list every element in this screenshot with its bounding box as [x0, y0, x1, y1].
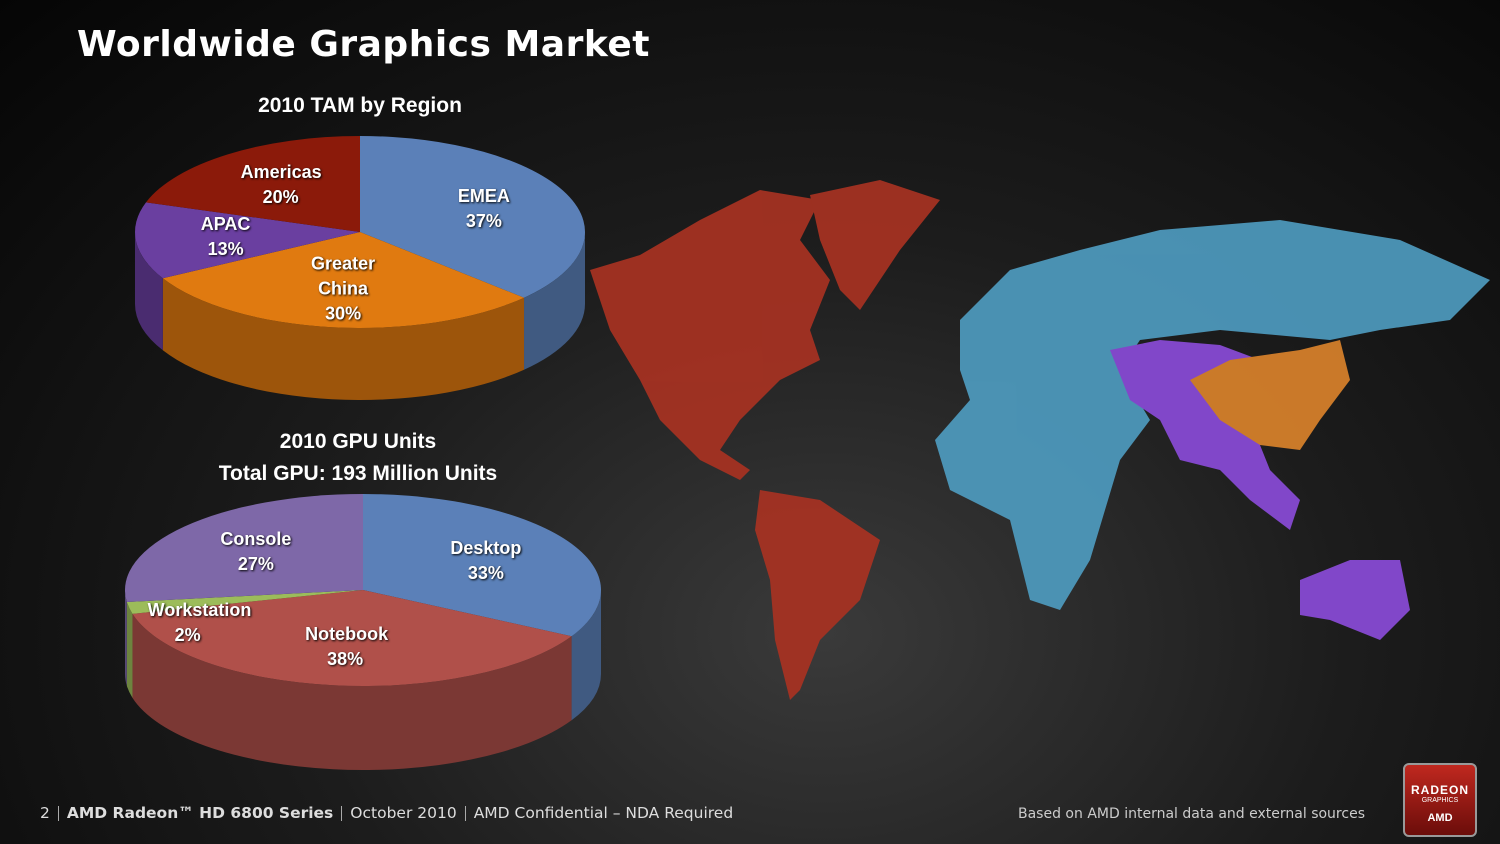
- value-label: 20%: [262, 187, 299, 208]
- category-label: Workstation: [147, 600, 252, 621]
- category-label: EMEA: [457, 186, 510, 207]
- pie-slice: [146, 136, 360, 232]
- pie-slice: [360, 136, 586, 298]
- world-map: [590, 180, 1490, 700]
- data-label: Greater China 30%: [303, 252, 383, 327]
- category-label: Greater China: [311, 253, 376, 299]
- pie-slice-side: [162, 278, 525, 400]
- category-label: Americas: [240, 162, 322, 183]
- north-america: [590, 190, 830, 480]
- slide-title: Worldwide Graphics Market: [77, 24, 650, 65]
- footer-confidential: AMD Confidential – NDA Required: [464, 805, 742, 821]
- pie-slice-side: [126, 602, 133, 698]
- logo-text: AMD: [1427, 812, 1453, 824]
- category-label: Console: [220, 528, 292, 549]
- data-label: Notebook 38%: [305, 622, 389, 672]
- pie-slice-side: [135, 232, 163, 351]
- chart-title: 2010 TAM by Region: [258, 94, 462, 117]
- page-number: 2: [40, 804, 50, 822]
- data-label: Americas 20%: [240, 160, 322, 210]
- pie-slice: [363, 494, 602, 637]
- logo-text: RADEON: [1410, 783, 1469, 797]
- pie-slice-side: [132, 613, 572, 770]
- value-label: 33%: [467, 562, 504, 583]
- pie-slice: [124, 494, 363, 603]
- australia: [1300, 560, 1410, 640]
- value-label: 13%: [207, 239, 244, 260]
- pie-slice: [126, 590, 363, 614]
- value-label: 2%: [174, 625, 201, 646]
- value-label: 38%: [327, 649, 364, 670]
- data-label: Desktop 33%: [450, 536, 521, 586]
- category-label: APAC: [200, 214, 251, 235]
- data-label: Workstation 2%: [147, 598, 252, 648]
- footer-product: AMD Radeon™ HD 6800 Series: [57, 804, 341, 822]
- pie-slice: [135, 202, 360, 279]
- data-label: APAC 13%: [201, 212, 251, 262]
- value-label: 27%: [237, 553, 274, 574]
- greenland: [810, 180, 940, 310]
- data-label: Console 27%: [220, 527, 291, 577]
- logo-text: GRAPHICS: [1421, 797, 1459, 804]
- logo: RADEON GRAPHICS AMD: [1403, 763, 1477, 837]
- source-note: Based on AMD internal data and external …: [1018, 806, 1365, 822]
- footer-date: October 2010: [341, 805, 464, 821]
- china: [1190, 340, 1350, 450]
- pie-slice: [162, 232, 525, 328]
- pie-slice: [132, 590, 572, 687]
- pie-slice-side: [524, 232, 585, 370]
- value-label: 37%: [465, 211, 502, 232]
- product-name: AMD Radeon™ HD 6800 Series: [66, 804, 334, 822]
- pie-slice-side: [571, 590, 601, 721]
- value-label: 30%: [325, 303, 362, 324]
- pie-slice-side: [125, 590, 127, 687]
- europe-africa-russia: [935, 220, 1490, 610]
- chart-subtitle: Total GPU: 193 Million Units: [218, 462, 498, 485]
- category-label: Desktop: [450, 537, 522, 558]
- footer: 2 AMD Radeon™ HD 6800 Series October 201…: [40, 804, 742, 822]
- chart-title: 2010 GPU Units: [279, 430, 437, 453]
- category-label: Notebook: [305, 624, 389, 645]
- south-america: [755, 490, 880, 700]
- data-label: EMEA 37%: [458, 184, 510, 234]
